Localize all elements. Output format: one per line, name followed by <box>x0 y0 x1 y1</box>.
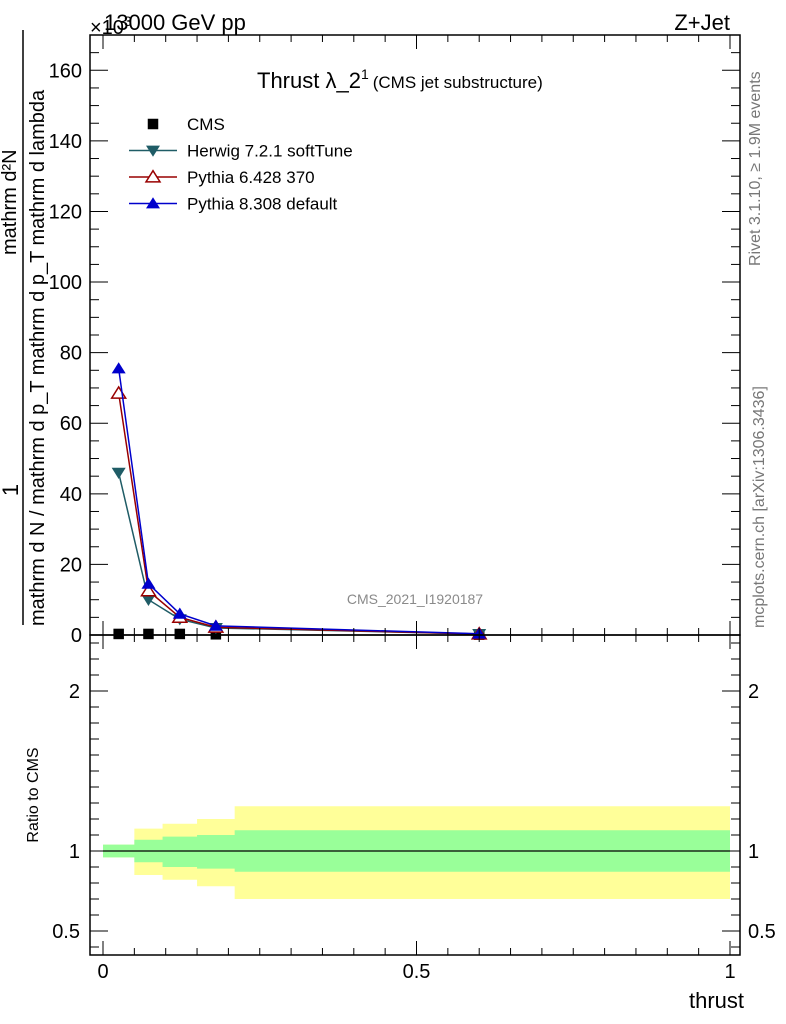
data-point-cms <box>143 628 154 640</box>
x-tick-label: 1 <box>724 961 735 983</box>
plot-title-sub: (CMS jet substructure) <box>373 73 543 92</box>
main-x-ticks <box>102 35 731 635</box>
ratio-y-tick-label-right: 1 <box>748 841 759 863</box>
main-ylabel: 1 mathrm d²N mathrm d N / mathrm d p_T m… <box>0 30 49 626</box>
main-y-tick-label: 100 <box>49 272 82 294</box>
ratio-ylabel: Ratio to CMS <box>25 747 42 842</box>
data-point-pythia-6-428-370 <box>110 385 128 399</box>
energy-label: 13000 GeV pp <box>104 10 246 35</box>
data-point-herwig-7-2-1-softtune <box>111 467 126 479</box>
main-y-tick-label: 40 <box>60 484 82 506</box>
analysis-watermark: CMS_2021_I1920187 <box>347 591 483 607</box>
data-point-pythia-8-308-default <box>141 577 156 589</box>
ratio-panel: 0.5 0.51 12 2 0 0.5 1 Ratio to CMS thrust <box>25 634 776 1013</box>
main-y-tick-label: 60 <box>60 413 82 435</box>
ratio-y-tick-label-left: 1 <box>69 841 80 863</box>
data-point-pythia-8-308-default <box>111 362 126 374</box>
data-point-cms <box>113 628 124 640</box>
legend-marker-pythia-8-308-default <box>146 197 160 209</box>
x-axis-label: thrust <box>689 988 744 1013</box>
main-y-tick-label: 120 <box>49 201 82 223</box>
data-point-cms <box>174 628 186 640</box>
main-y-ticks: 0 20 40 60 80 100 120 140 160 <box>49 34 740 647</box>
process-label: Z+Jet <box>674 10 730 35</box>
mcplots-label: mcplots.cern.ch [arXiv:1306.3436] <box>751 386 768 628</box>
legend-marker-pythia-6-428-370 <box>144 169 162 183</box>
main-y-tick-label: 80 <box>60 343 82 365</box>
legend: CMS Herwig 7.2.1 softTune Pythia 6.428 370… <box>129 115 353 214</box>
data-point-pythia-8-308-default <box>172 607 187 619</box>
main-y-tick-label: 20 <box>60 554 82 576</box>
ratio-plot-content <box>103 806 730 899</box>
data-point-pythia-6-428-370 <box>140 583 157 597</box>
plot-title: Thrust λ_21 (CMS jet substructure) <box>257 66 543 93</box>
legend-marker-cms <box>147 118 159 130</box>
data-point-pythia-8-308-default <box>208 619 223 631</box>
main-y-tick-label: 0 <box>71 625 82 647</box>
ylabel-denominator: mathrm d N / mathrm d p_T mathrm d p_T m… <box>27 89 49 626</box>
ratio-x-ticks: 0 0.5 1 <box>97 635 736 983</box>
ratio-y-tick-label-left: 2 <box>69 681 80 703</box>
exponent-sup: 3 <box>124 13 132 29</box>
ratio-y-tick-label-left: 0.5 <box>52 921 80 943</box>
legend-label-pythia-6-428-370: Pythia 6.428 370 <box>187 168 315 187</box>
rivet-label: Rivet 3.1.10, ≥ 1.9M events <box>747 71 764 266</box>
ylabel-numerator: 1 <box>0 484 23 496</box>
legend-label-pythia-8-308-default: Pythia 8.308 default <box>187 195 338 214</box>
x-tick-label: 0.5 <box>403 961 431 983</box>
exponent-label: ×103 <box>90 13 132 39</box>
main-y-tick-label: 140 <box>49 131 82 153</box>
main-y-tick-label: 160 <box>49 60 82 82</box>
legend-label-cms: CMS <box>187 115 225 134</box>
ylabel-upper: mathrm d²N <box>0 149 21 255</box>
plot-title-main: Thrust λ_2 <box>257 68 361 93</box>
exponent-base: ×10 <box>90 17 124 39</box>
ratio-y-tick-label-right: 0.5 <box>748 921 776 943</box>
data-point-herwig-7-2-1-softtune <box>141 594 156 607</box>
ratio-y-ticks: 0.5 0.5 1 1 2 2 <box>52 642 776 948</box>
legend-label-herwig-7-2-1-softtune: Herwig 7.2.1 softTune <box>187 142 353 161</box>
ratio-y-tick-label-right: 2 <box>748 681 759 703</box>
legend-marker-herwig-7-2-1-softtune <box>146 145 160 157</box>
main-panel: 0 20 40 60 80 100 120 140 160 Thrust λ_21 (CMS je… <box>49 34 741 647</box>
ratio-plot-frame <box>89 634 741 956</box>
plot-title-sup: 1 <box>361 66 369 82</box>
x-tick-label: 0 <box>97 961 108 983</box>
series-line-herwig-7-2-1-softtune <box>117 472 480 635</box>
